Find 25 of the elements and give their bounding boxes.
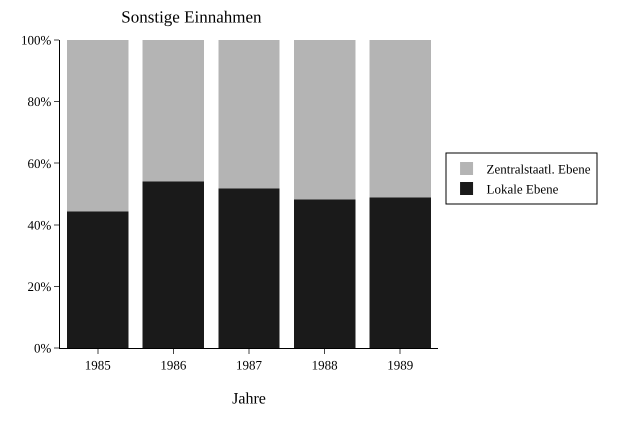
y-tick-label: 100% — [21, 32, 52, 48]
y-tick-label: 20% — [28, 278, 52, 294]
x-tick-label: 1986 — [160, 358, 187, 373]
bar — [369, 40, 431, 198]
bar — [294, 40, 356, 200]
legend-label: Lokale Ebene — [486, 182, 559, 197]
bar — [218, 188, 280, 348]
y-tick-label: 80% — [28, 94, 52, 110]
y-tick-label: 40% — [28, 217, 52, 232]
bar — [142, 40, 204, 182]
y-tick-label: 0% — [34, 340, 52, 356]
x-tick-label: 1989 — [387, 358, 414, 373]
legend-label: Zentralstaatl. Ebene — [486, 162, 591, 177]
x-tick-label: 1988 — [312, 358, 338, 373]
x-tick-label: 1987 — [236, 358, 262, 373]
bar — [67, 210, 129, 348]
x-axis-title: Jahre — [232, 390, 266, 408]
bar — [294, 198, 356, 348]
bar — [369, 196, 431, 348]
chart-title: Sonstige Einnahmen — [121, 7, 262, 26]
bar — [218, 40, 280, 189]
x-tick-label: 1985 — [84, 358, 111, 373]
bar — [67, 40, 129, 212]
y-tick-label: 60% — [28, 156, 52, 171]
bar — [142, 180, 204, 348]
